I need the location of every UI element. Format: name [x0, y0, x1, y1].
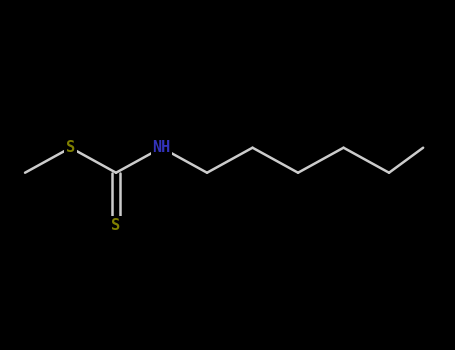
Text: S: S: [66, 140, 75, 155]
Text: S: S: [111, 218, 121, 232]
Text: NH: NH: [152, 140, 171, 155]
